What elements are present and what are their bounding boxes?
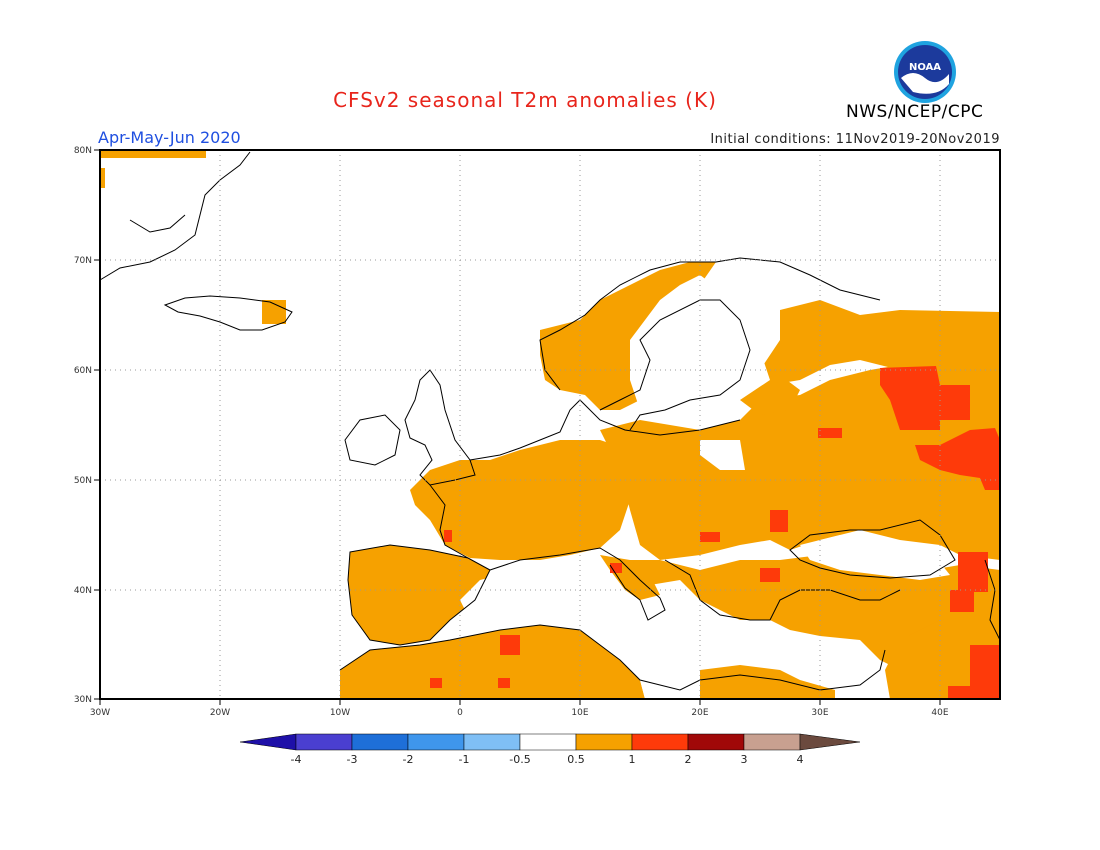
colorbar-label: 3 <box>741 753 748 766</box>
lon-label: 20W <box>210 708 230 718</box>
anomaly-shading-hot <box>430 366 1000 699</box>
colorbar-swatch <box>407 733 465 751</box>
colorbar-arrow-right <box>799 733 861 751</box>
colorbar-label: 1 <box>629 753 636 766</box>
lat-label: 70N <box>74 256 92 266</box>
agency-label: NWS/NCEP/CPC <box>846 102 984 122</box>
colorbar-label: -0.5 <box>509 753 530 766</box>
coastlines <box>99 151 1001 691</box>
lon-labels: 30W 20W 10W 0 10E 20E 30E 40E <box>90 708 949 718</box>
lon-label: 0 <box>457 708 463 718</box>
colorbar-label: 2 <box>685 753 692 766</box>
lon-label: 30W <box>90 708 110 718</box>
noaa-logo-icon: NOAA <box>894 41 956 103</box>
lon-label: 10W <box>330 708 350 718</box>
colorbar-label: -4 <box>291 753 302 766</box>
lat-label: 60N <box>74 366 92 376</box>
lat-label: 50N <box>74 476 92 486</box>
colorbar-swatch <box>743 733 801 751</box>
lon-label: 20E <box>691 708 708 718</box>
colorbar-swatch <box>295 733 353 751</box>
lon-label: 30E <box>811 708 828 718</box>
lat-label: 30N <box>74 695 92 705</box>
lat-label: 80N <box>74 146 92 156</box>
forecast-period: Apr-May-Jun 2020 <box>98 128 241 147</box>
lat-label: 40N <box>74 586 92 596</box>
colorbar-swatch <box>687 733 745 751</box>
map-frame <box>99 149 1001 700</box>
colorbar-label: -2 <box>403 753 414 766</box>
colorbar-label: 4 <box>797 753 804 766</box>
tick-marks <box>94 149 941 705</box>
initial-conditions: Initial conditions: 11Nov2019-20Nov2019 <box>710 132 1000 147</box>
colorbar-swatch <box>631 733 689 751</box>
colorbar-arrow-left <box>239 733 297 751</box>
colorbar-label: -1 <box>459 753 470 766</box>
lon-label: 40E <box>931 708 948 718</box>
colorbar: -4 -3 -2 -1 -0.5 0.5 1 2 3 4 <box>239 733 861 766</box>
colorbar-swatch <box>351 733 409 751</box>
colorbar-swatch <box>463 733 521 751</box>
colorbar-label: 0.5 <box>567 753 585 766</box>
grid-lines <box>100 150 1000 699</box>
colorbar-label: -3 <box>347 753 358 766</box>
logo-text: NOAA <box>909 62 941 73</box>
colorbar-swatch <box>575 733 633 751</box>
map-title: CFSv2 seasonal T2m anomalies (K) <box>333 88 717 112</box>
lat-labels: 30N 40N 50N 60N 70N 80N <box>74 146 92 705</box>
colorbar-swatch <box>519 733 577 751</box>
lon-label: 10E <box>571 708 588 718</box>
